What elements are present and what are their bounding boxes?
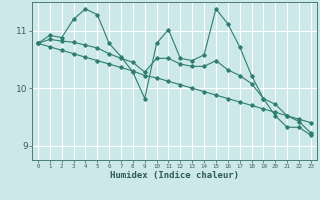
X-axis label: Humidex (Indice chaleur): Humidex (Indice chaleur)	[110, 171, 239, 180]
